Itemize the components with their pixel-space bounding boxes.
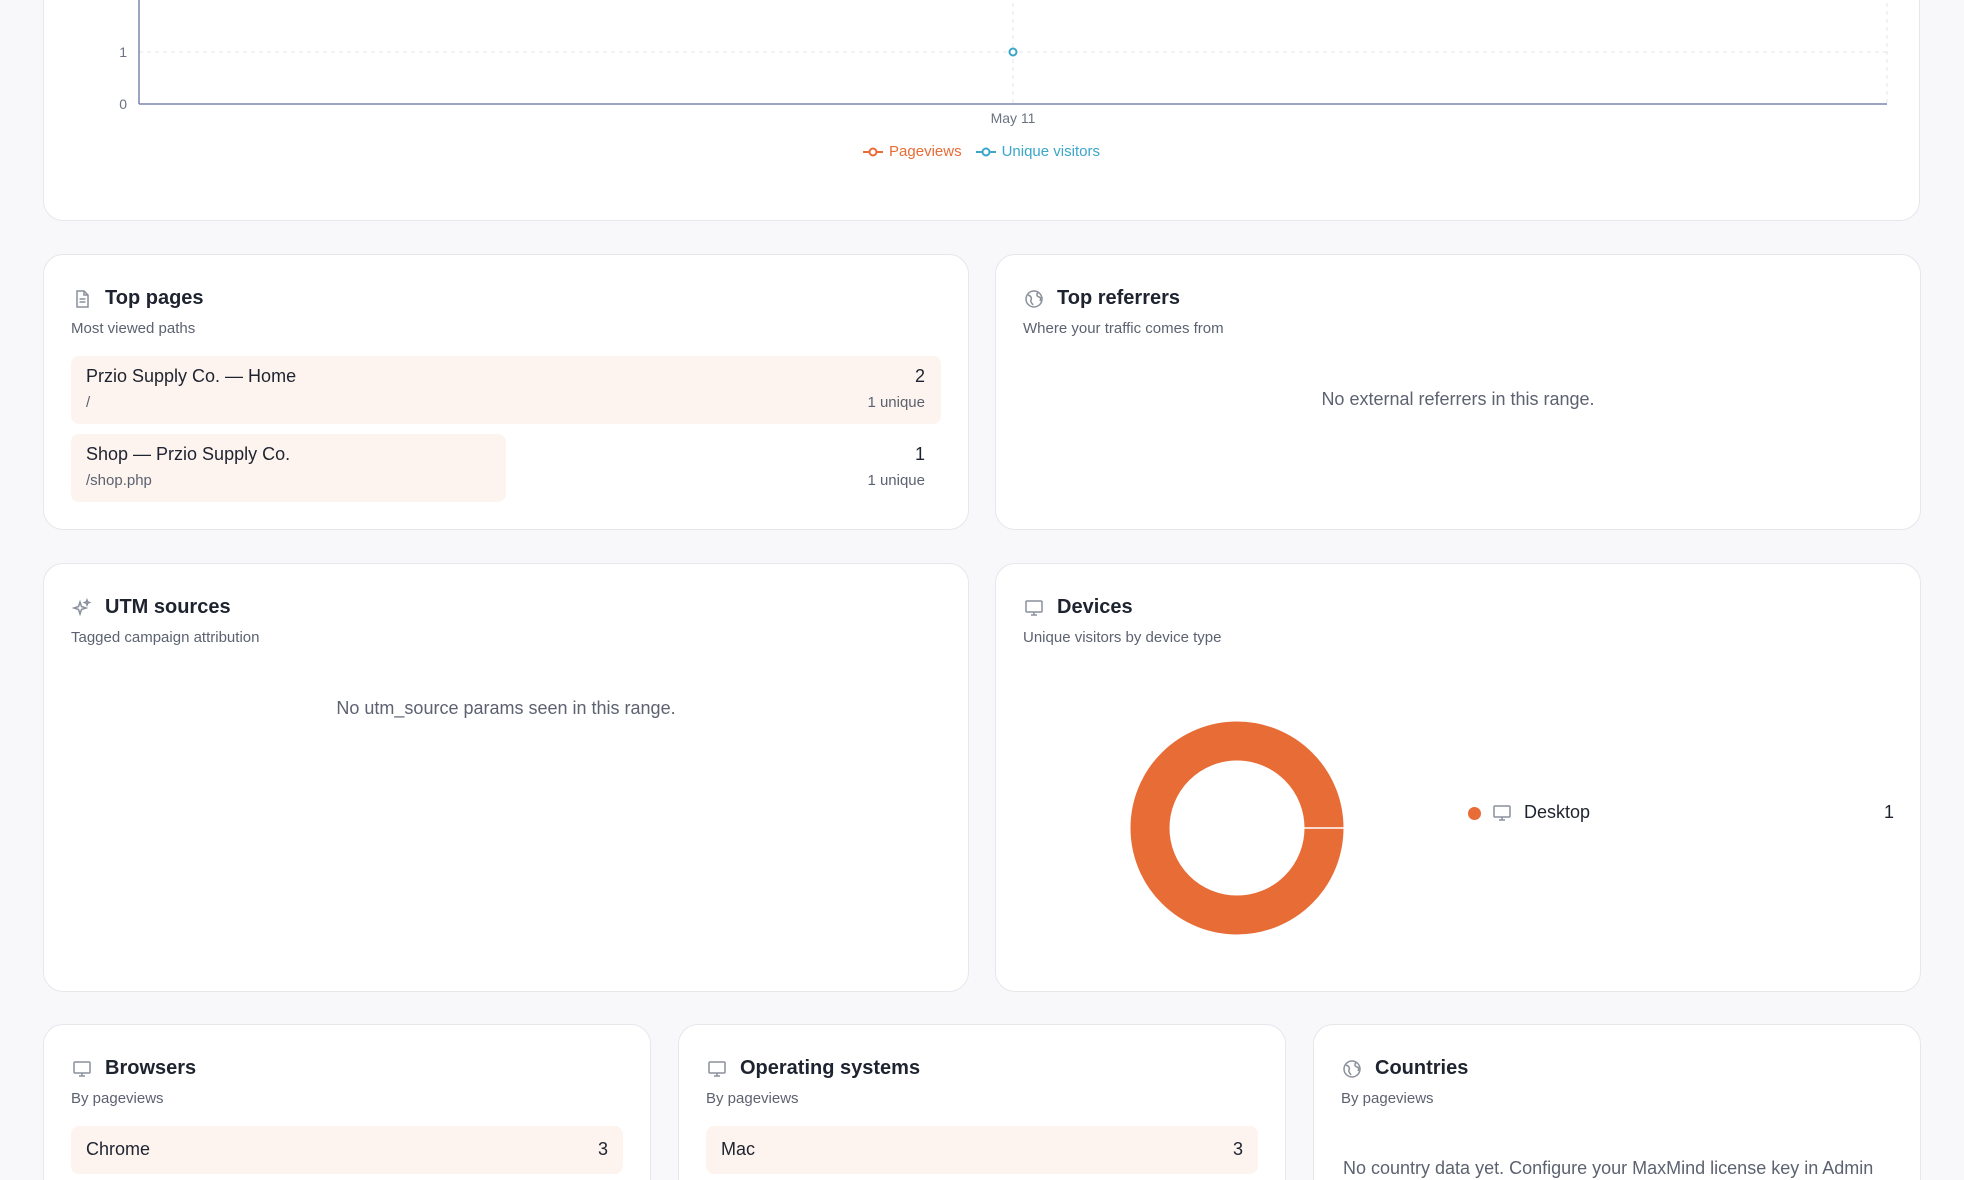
devices-card: Devices Unique visitors by device type D…	[995, 563, 1921, 992]
sparkles-icon	[71, 597, 93, 619]
card-title: Top pages	[105, 287, 204, 309]
legend-label: Unique visitors	[1001, 143, 1100, 160]
monitor-icon	[1492, 803, 1512, 828]
card-subtitle: By pageviews	[706, 1090, 799, 1107]
monitor-icon	[1023, 597, 1045, 619]
top-pages-card: Top pages Most viewed paths Przio Supply…	[43, 254, 969, 530]
color-dot	[1468, 807, 1481, 820]
card-subtitle: By pageviews	[1341, 1090, 1434, 1107]
pageview-count: 3	[597, 1139, 608, 1159]
device-donut-chart	[1130, 721, 1344, 935]
page-title: Shop — Przio Supply Co.	[86, 444, 291, 464]
page-path: /	[86, 394, 91, 411]
empty-state-message: No utm_source params seen in this range.	[336, 698, 676, 718]
os-name: Mac	[721, 1139, 756, 1159]
browsers-card: Browsers By pageviews Chrome 3	[43, 1024, 651, 1180]
legend-item-pageviews[interactable]: Pageviews	[863, 143, 962, 160]
device-legend-item[interactable]: Desktop 1	[1468, 802, 1894, 824]
traffic-chart: 0 1 May 11	[119, 0, 1888, 126]
traffic-chart-card: 0 1 May 11 Pageviews Unique visitors	[43, 0, 1920, 221]
device-count: 1	[1883, 802, 1894, 822]
legend-item-unique-visitors[interactable]: Unique visitors	[975, 143, 1100, 160]
list-item[interactable]: Chrome 3	[71, 1126, 623, 1174]
card-title: Top referrers	[1057, 287, 1181, 309]
line-marker-icon	[863, 147, 884, 156]
line-marker-icon	[975, 147, 996, 156]
legend-label: Pageviews	[889, 143, 962, 160]
y-tick-label: 1	[119, 44, 127, 60]
operating-systems-card: Operating systems By pageviews Mac 3	[678, 1024, 1286, 1180]
chart-legend: Pageviews Unique visitors	[44, 143, 1919, 160]
share-bar	[71, 434, 506, 502]
unique-count: 1 unique	[867, 394, 925, 411]
unique-count: 1 unique	[867, 472, 925, 489]
card-title: Operating systems	[740, 1057, 921, 1079]
list-item[interactable]: Mac 3	[706, 1126, 1258, 1174]
document-icon	[71, 288, 93, 310]
y-tick-label: 0	[119, 96, 127, 112]
card-subtitle: Where your traffic comes from	[1023, 320, 1224, 337]
share-bar	[71, 356, 941, 424]
empty-state-message: No external referrers in this range.	[1321, 389, 1595, 409]
card-subtitle: Most viewed paths	[71, 320, 196, 337]
utm-sources-card: UTM sources Tagged campaign attribution …	[43, 563, 969, 992]
device-label: Desktop	[1524, 802, 1591, 822]
pageview-count: 1	[914, 444, 925, 464]
card-title: Countries	[1375, 1057, 1469, 1079]
list-item[interactable]: Shop — Przio Supply Co. /shop.php 1 1 un…	[71, 434, 941, 502]
card-subtitle: By pageviews	[71, 1090, 164, 1107]
pageview-count: 2	[914, 366, 925, 386]
monitor-icon	[706, 1058, 728, 1080]
card-title: Browsers	[105, 1057, 197, 1079]
card-title: UTM sources	[105, 596, 231, 618]
countries-card: Countries By pageviews No country data y…	[1313, 1024, 1921, 1180]
pageview-count: 3	[1232, 1139, 1243, 1159]
card-subtitle: Tagged campaign attribution	[71, 629, 260, 646]
browser-name: Chrome	[86, 1139, 151, 1159]
empty-state-message: No country data yet. Configure your MaxM…	[1343, 1158, 1874, 1178]
card-subtitle: Unique visitors by device type	[1023, 629, 1222, 646]
card-title: Devices	[1057, 596, 1133, 618]
monitor-icon	[71, 1058, 93, 1080]
list-item[interactable]: Przio Supply Co. — Home / 2 1 unique	[71, 356, 941, 424]
data-point-unique-visitors[interactable]	[1008, 47, 1018, 57]
page-path: /shop.php	[86, 472, 152, 489]
page-title: Przio Supply Co. — Home	[86, 366, 297, 386]
x-tick-label: May 11	[991, 110, 1036, 126]
globe-icon	[1023, 288, 1045, 310]
globe-icon	[1341, 1058, 1363, 1080]
top-referrers-card: Top referrers Where your traffic comes f…	[995, 254, 1921, 530]
